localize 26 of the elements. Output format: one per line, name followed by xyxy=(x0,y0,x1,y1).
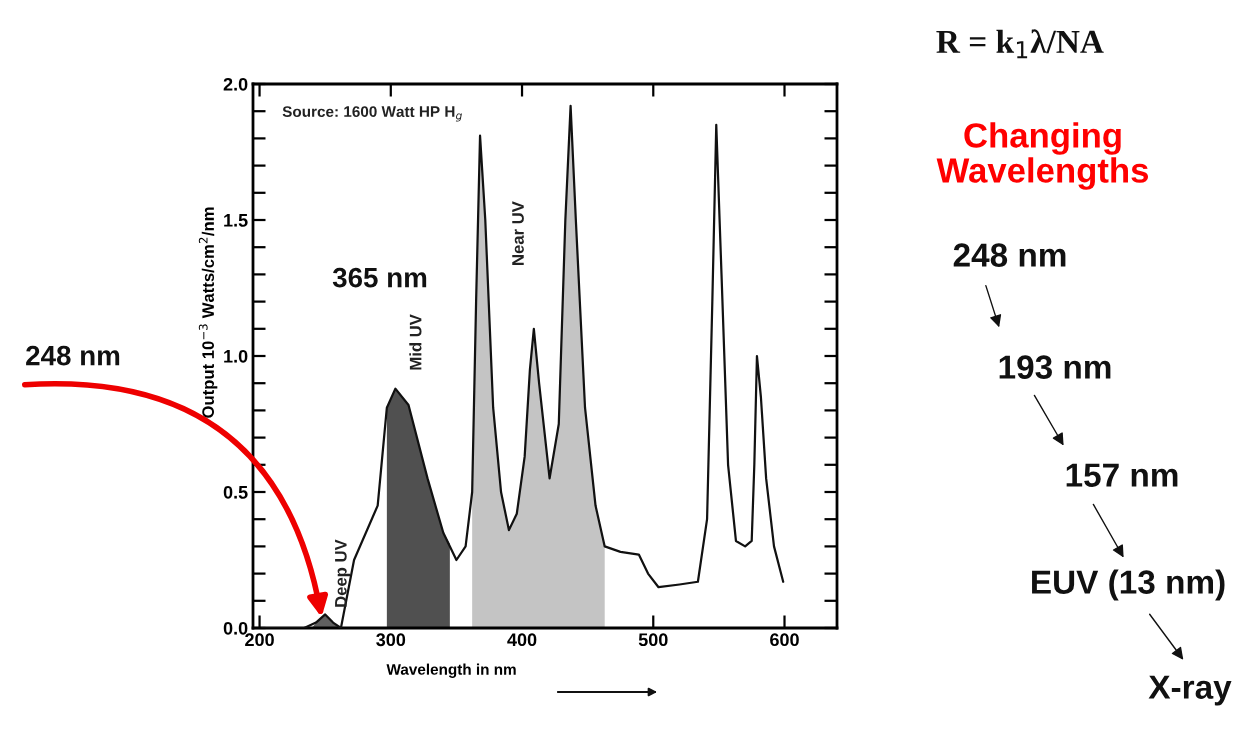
x-tick-label: 600 xyxy=(770,633,799,647)
annotation: Near UV xyxy=(512,201,524,265)
annotation: Source: 1600 Watt HP H$_{g}$ xyxy=(282,106,462,122)
x-axis-title: Wavelength in nm xyxy=(386,663,516,678)
text: 248 nm xyxy=(26,345,120,366)
x-tick-label: 500 xyxy=(638,633,668,647)
text: Changing Wavelengths xyxy=(936,122,1149,190)
x-tick-label: 300 xyxy=(376,633,406,647)
y-tick-label: 0.0 xyxy=(223,621,248,635)
y-tick-label: 2.0 xyxy=(223,77,248,91)
annotation: Mid UV xyxy=(409,314,422,370)
annotation: 365 nm xyxy=(332,267,427,288)
y-tick-label: 1.5 xyxy=(224,214,248,227)
line-series xyxy=(261,104,785,628)
x-tick-label: 400 xyxy=(507,633,537,647)
text: 248 nm xyxy=(953,243,1066,267)
text: X-ray xyxy=(1148,675,1232,706)
annotation: Deep UV xyxy=(335,539,351,607)
y-tick-label: 0.5 xyxy=(223,485,248,499)
text: EUV (13 nm) xyxy=(1032,569,1225,601)
y-tick-label: 1.0 xyxy=(224,349,248,363)
text: 157 nm xyxy=(1066,463,1178,487)
x-tick-label: 200 xyxy=(245,633,274,647)
text: 193 nm xyxy=(999,355,1111,379)
text: R = k$_{1}$λ/NA xyxy=(936,29,1104,59)
y-axis-title: Output 10$^{−3}$ Watts/cm$^{2}$/nm xyxy=(198,207,218,418)
